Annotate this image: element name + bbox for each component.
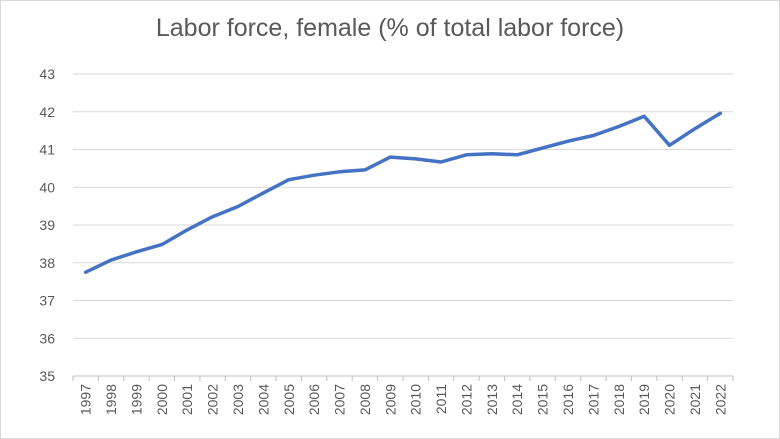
- data-point-2008: [363, 168, 367, 172]
- series-layer: [83, 111, 723, 274]
- data-point-2007: [338, 170, 342, 174]
- data-point-2021: [693, 127, 697, 131]
- data-point-2000: [160, 243, 164, 247]
- y-tick-label: 37: [39, 293, 55, 309]
- x-tick-label: 2000: [154, 384, 170, 415]
- y-tick-label: 36: [39, 330, 55, 346]
- x-axis-tick-labels: 1997 1998 1999 2000 2001 2002 2003 2004 2005 2006…: [78, 384, 729, 415]
- data-point-2004: [261, 191, 265, 195]
- x-tick-label: 2016: [560, 384, 576, 415]
- y-tick-label: 42: [39, 104, 55, 120]
- data-point-2011: [439, 160, 443, 164]
- data-point-2005: [287, 178, 291, 182]
- x-tick-label: 2011: [433, 384, 449, 414]
- data-point-1999: [134, 250, 138, 254]
- data-point-2017: [591, 134, 595, 138]
- x-tick-label: 2014: [509, 384, 525, 415]
- x-tick-label: 2009: [382, 384, 398, 415]
- data-point-2019: [642, 114, 646, 118]
- data-point-2016: [566, 139, 570, 143]
- x-tick-label: 2018: [611, 384, 627, 415]
- data-point-2002: [211, 215, 215, 219]
- x-tick-label: 2007: [332, 384, 348, 415]
- data-point-2001: [185, 228, 189, 232]
- y-tick-label: 38: [39, 255, 55, 271]
- x-tick-label: 2005: [281, 384, 297, 415]
- x-tick-label: 2001: [179, 384, 195, 415]
- x-tick-label: 2019: [636, 384, 652, 415]
- data-point-2020: [668, 143, 672, 147]
- x-tick-label: 2020: [662, 384, 678, 415]
- data-point-2010: [414, 157, 418, 161]
- data-point-1998: [109, 258, 113, 262]
- data-point-2009: [388, 155, 392, 159]
- data-point-2003: [236, 205, 240, 209]
- y-tick-label: 35: [39, 368, 55, 384]
- x-tick-label: 2017: [585, 384, 601, 415]
- x-tick-label: 2008: [357, 384, 373, 415]
- y-tick-label: 43: [39, 66, 55, 82]
- data-point-2014: [515, 153, 519, 157]
- data-point-2018: [617, 124, 621, 128]
- x-tick-label: 2013: [484, 384, 500, 415]
- y-axis-tick-labels: 35 36 37 38 39 40 41 42 43: [39, 66, 55, 384]
- x-tick-label: 1998: [103, 384, 119, 415]
- chart-title: Labor force, female (% of total labor fo…: [155, 14, 625, 42]
- series-line: [83, 111, 723, 274]
- y-tick-label: 41: [39, 142, 55, 158]
- x-tick-label: 1997: [78, 384, 94, 415]
- x-tick-label: 2021: [687, 384, 703, 415]
- y-tick-label: 40: [39, 179, 55, 195]
- data-point-1997: [84, 270, 88, 274]
- gridlines: [72, 73, 734, 381]
- x-tick-label: 1999: [128, 384, 144, 415]
- data-point-2006: [312, 173, 316, 177]
- data-point-2013: [490, 152, 494, 156]
- x-tick-label: 2015: [535, 384, 551, 415]
- data-point-2012: [464, 153, 468, 157]
- x-tick-label: 2003: [230, 384, 246, 415]
- x-tick-label: 2002: [205, 384, 221, 415]
- x-tick-label: 2010: [408, 384, 424, 415]
- x-tick-label: 2006: [306, 384, 322, 415]
- y-tick-label: 39: [39, 217, 55, 233]
- x-tick-label: 2022: [712, 384, 728, 415]
- x-tick-label: 2012: [458, 384, 474, 415]
- x-tick-label: 2004: [255, 384, 271, 415]
- data-point-2022: [718, 111, 722, 115]
- data-point-2015: [541, 146, 545, 150]
